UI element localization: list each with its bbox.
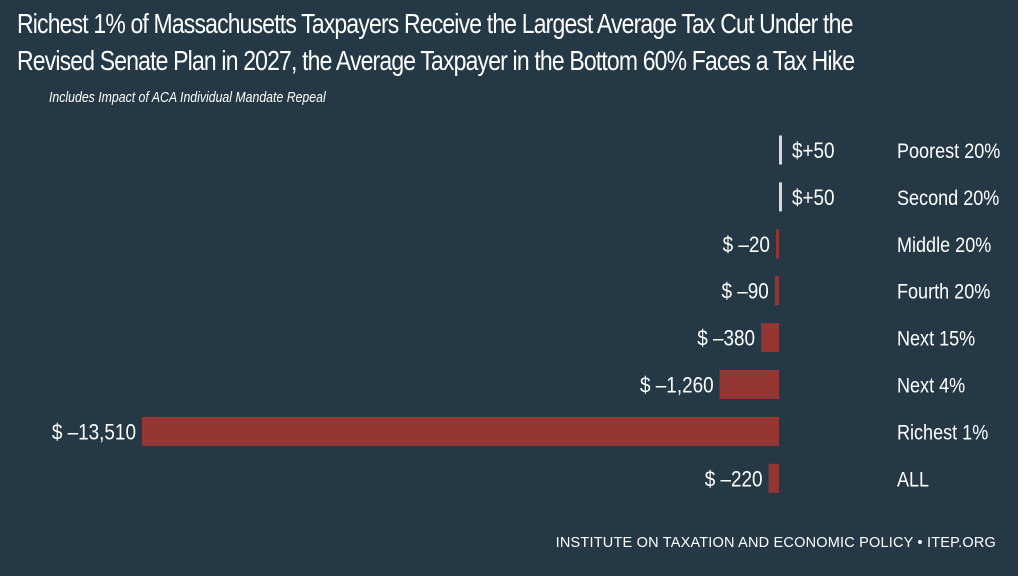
value-label-1: $+50: [792, 139, 835, 164]
bar-6: [719, 370, 779, 399]
bar-2: [779, 182, 782, 212]
bar-5: [761, 323, 779, 353]
category-label-2: Second 20%: [897, 187, 999, 211]
category-label-3: Middle 20%: [897, 234, 991, 258]
bar-4: [774, 276, 779, 306]
chart-title-line-2: Revised Senate Plan in 2027, the Average…: [17, 45, 855, 76]
value-label-5: $ –380: [697, 326, 755, 351]
value-label-2: $+50: [792, 186, 835, 211]
value-label-8: $ –220: [705, 467, 763, 492]
bar-8: [768, 463, 779, 493]
bar-7: [142, 416, 779, 446]
value-label-4: $ –90: [722, 279, 769, 304]
chart-title-line-1: Richest 1% of Massachusetts Taxpayers Re…: [17, 8, 853, 39]
category-label-6: Next 4%: [897, 374, 965, 398]
source-credit: INSTITUTE ON TAXATION AND ECONOMIC POLIC…: [555, 535, 996, 551]
bar-1: [779, 135, 782, 165]
category-label-8: ALL: [897, 468, 929, 492]
category-label-7: Richest 1%: [897, 421, 988, 445]
value-label-7: $ –13,510: [52, 420, 136, 445]
chart-subtitle: Includes Impact of ACA Individual Mandat…: [49, 89, 326, 106]
value-label-3: $ –20: [723, 232, 770, 257]
value-label-6: $ –1,260: [640, 373, 714, 398]
category-label-1: Poorest 20%: [897, 140, 1000, 164]
category-label-5: Next 15%: [897, 327, 975, 351]
bar-3: [776, 229, 779, 259]
category-label-4: Fourth 20%: [897, 280, 990, 304]
